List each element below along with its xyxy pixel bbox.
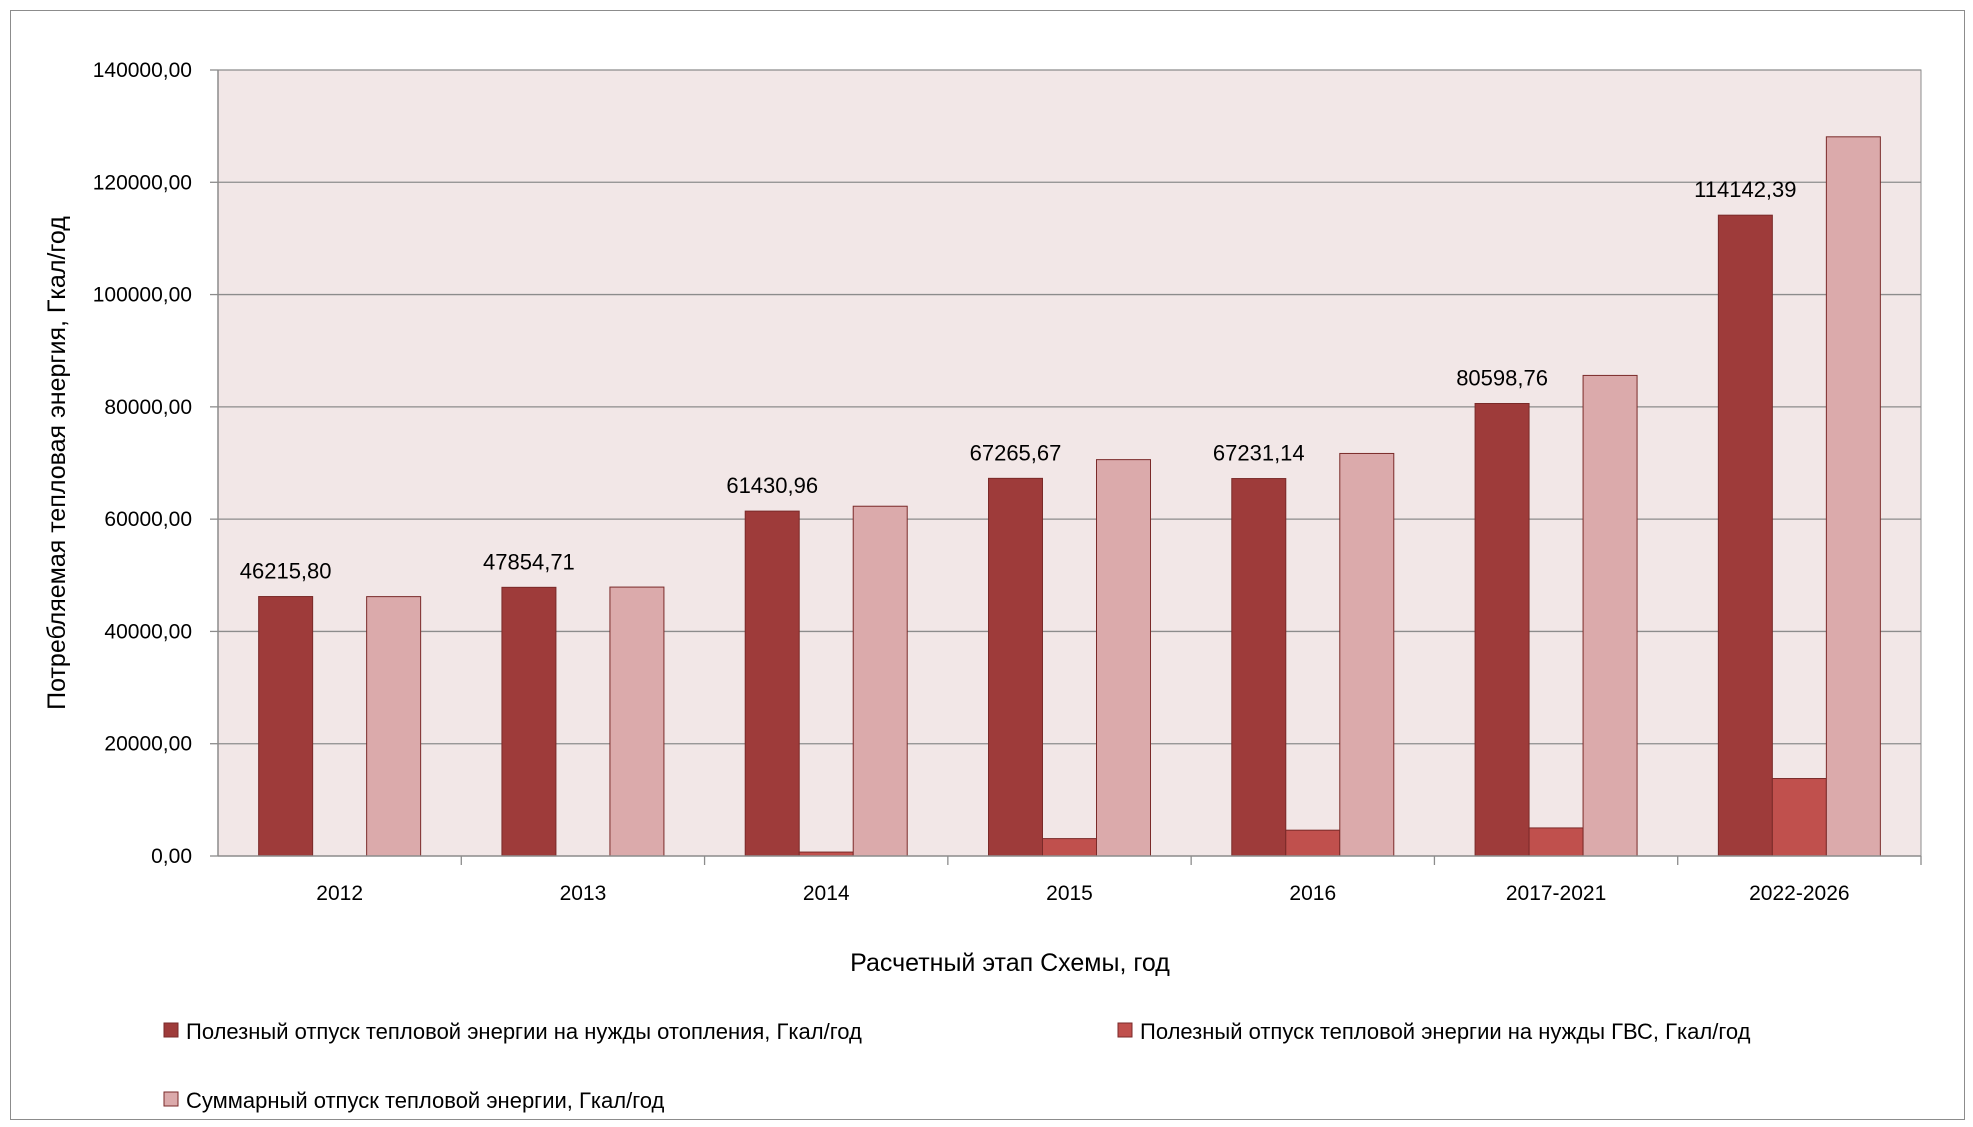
data-label: 67265,67 [970, 440, 1062, 465]
y-tick-label: 100000,00 [93, 284, 192, 307]
legend-item-heating: Полезный отпуск тепловой энергии на нужд… [163, 1019, 862, 1044]
data-label: 67231,14 [1213, 441, 1305, 466]
y-tick-label: 120000,00 [93, 171, 192, 194]
axes: 0,00 20000,00 40000,00 60000,00 80000,00 1000… [93, 59, 1922, 905]
bar-heating [1717, 214, 1773, 857]
legend-item-hot-water: Полезный отпуск тепловой энергии на нужд… [1117, 1019, 1751, 1044]
y-axis-title: Потребляемая тепловая энергия, Гкал/год [43, 216, 71, 710]
data-label: 46215,80 [240, 559, 332, 584]
plot-area [217, 69, 1922, 857]
x-tick-label: 2017-2021 [1506, 882, 1606, 905]
y-tick-label: 60000,00 [104, 508, 192, 531]
data-labels: 46215,80 47854,71 61430,96 67265,67 67231,14… [240, 177, 1797, 583]
legend-swatch-total [163, 1091, 179, 1107]
x-tick-label: 2012 [316, 882, 363, 905]
legend-swatch-hot-water [1117, 1022, 1133, 1038]
bar-total [1582, 374, 1638, 857]
legend-label-heating: Полезный отпуск тепловой энергии на нужд… [186, 1019, 862, 1044]
data-label: 80598,76 [1456, 365, 1548, 390]
legend: Полезный отпуск тепловой энергии на нужд… [163, 1019, 1751, 1113]
y-tick-label: 40000,00 [104, 620, 192, 643]
y-tick-label: 20000,00 [104, 733, 192, 756]
bar-total [366, 596, 422, 857]
x-axis-title: Расчетный этап Схемы, год [850, 949, 1170, 977]
bar-heating [1474, 402, 1530, 857]
x-tick-label: 2016 [1289, 882, 1336, 905]
x-tick-label: 2013 [560, 882, 607, 905]
bar-hot-water [1042, 838, 1097, 857]
bar-total [1825, 136, 1881, 857]
x-tick-label: 2015 [1046, 882, 1093, 905]
data-label: 114142,39 [1694, 177, 1796, 202]
bar-heating [258, 596, 314, 857]
data-label: 47854,71 [483, 549, 575, 574]
y-tick-label: 0,00 [151, 845, 192, 868]
bar-total [609, 586, 665, 857]
bar-hot-water [1771, 778, 1827, 857]
bar-hot-water [1285, 829, 1341, 857]
bar-heating [744, 510, 800, 857]
legend-swatch-heating [163, 1022, 179, 1038]
legend-item-total: Суммарный отпуск тепловой энергии, Гкал/… [163, 1088, 665, 1113]
bars [258, 136, 1881, 857]
bar-total [1096, 459, 1151, 857]
bar-heating [501, 586, 557, 857]
legend-label-hot-water: Полезный отпуск тепловой энергии на нужд… [1140, 1019, 1751, 1044]
bar-hot-water [1528, 827, 1584, 857]
y-tick-label: 140000,00 [93, 59, 192, 82]
data-label: 61430,96 [726, 473, 818, 498]
bar-heating [988, 477, 1043, 857]
x-tick-label: 2022-2026 [1749, 882, 1849, 905]
x-tick-label: 2014 [803, 882, 850, 905]
legend-label-total: Суммарный отпуск тепловой энергии, Гкал/… [186, 1088, 665, 1113]
bar-heating [1231, 478, 1287, 857]
bar-total [1339, 452, 1395, 857]
y-tick-label: 80000,00 [104, 396, 192, 419]
bar-total [852, 505, 908, 857]
